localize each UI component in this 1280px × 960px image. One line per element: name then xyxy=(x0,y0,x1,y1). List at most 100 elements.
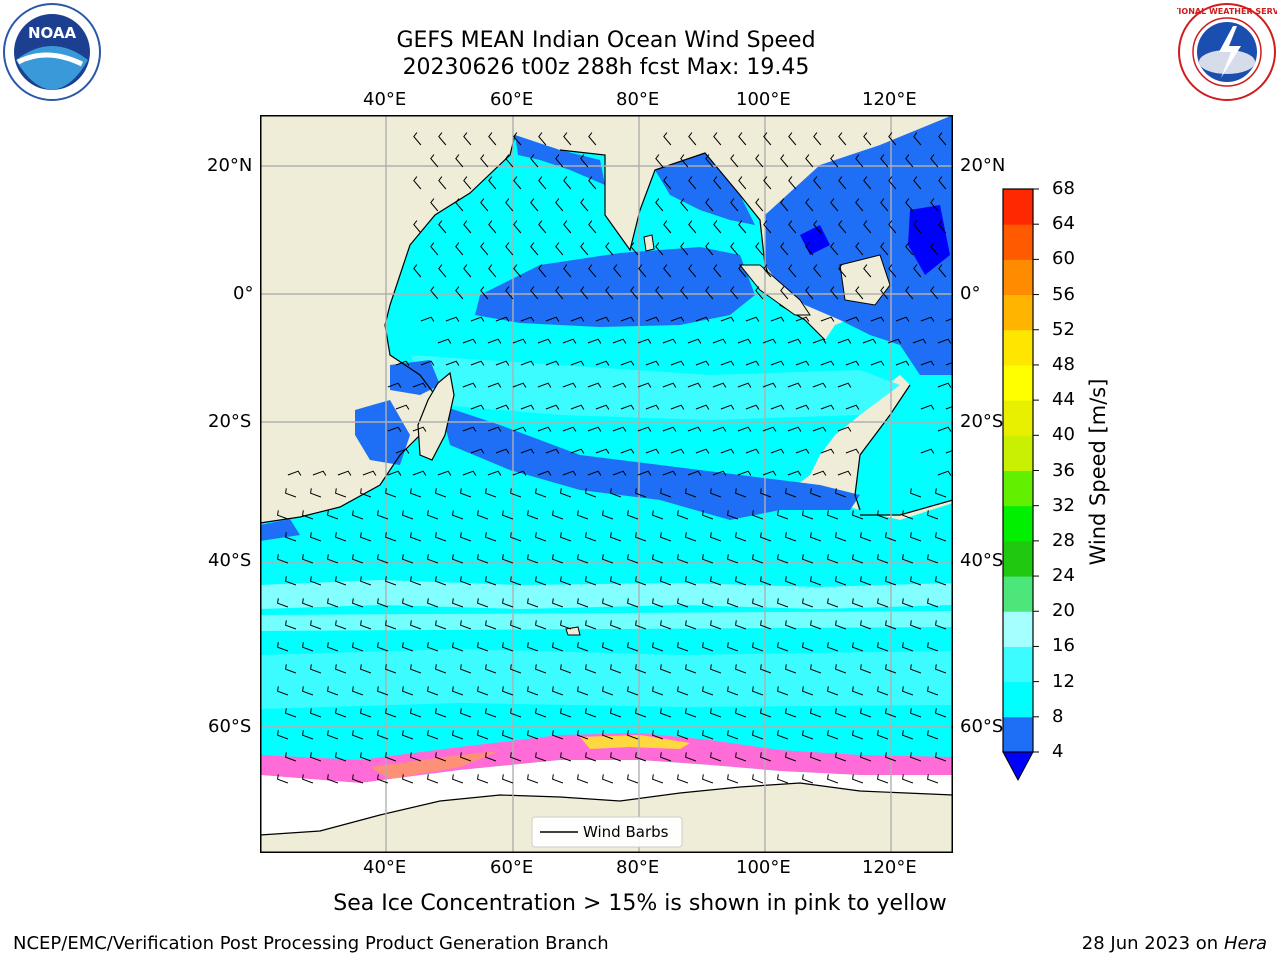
wind-barb xyxy=(477,598,489,608)
wind-barb xyxy=(377,554,389,564)
lon-label-top: 60°E xyxy=(490,89,534,110)
wind-barb xyxy=(452,730,464,740)
wind-barb xyxy=(602,510,614,520)
wind-barb xyxy=(880,198,889,212)
wind-barb xyxy=(877,554,889,564)
wind-barb xyxy=(285,532,297,542)
wind-barb xyxy=(802,510,814,520)
wind-barb xyxy=(402,774,414,784)
wind-barb xyxy=(555,286,564,300)
lat-label-right: 20°S xyxy=(960,411,1004,432)
wind-barb xyxy=(830,286,839,300)
wind-barb xyxy=(487,338,502,344)
colorbar-segment xyxy=(1003,540,1033,577)
wind-barb xyxy=(720,360,735,366)
wind-barb xyxy=(752,730,764,740)
wind-barb xyxy=(560,708,572,718)
wind-barb xyxy=(302,730,314,740)
wind-barb xyxy=(477,554,489,564)
wind-barb xyxy=(777,598,789,608)
wind-barb xyxy=(577,730,589,740)
wind-barb xyxy=(613,264,622,278)
wind-barb xyxy=(727,510,739,520)
wind-barb xyxy=(938,220,947,234)
wind-barb xyxy=(877,510,889,520)
wind-barb xyxy=(677,510,689,520)
wind-barb xyxy=(652,730,664,740)
wind-barb xyxy=(538,132,547,146)
wind-barb xyxy=(627,774,639,784)
wind-barb xyxy=(780,286,789,300)
wind-barb xyxy=(277,642,289,652)
wind-barb xyxy=(645,448,660,454)
wind-barb xyxy=(838,264,847,278)
wind-barb xyxy=(813,176,822,190)
wind-barb xyxy=(830,154,839,168)
wind-barb xyxy=(735,708,747,718)
wind-barb xyxy=(302,642,314,652)
wind-barb xyxy=(710,620,722,630)
lon-label-bottom: 40°E xyxy=(363,857,407,878)
wind-barb xyxy=(677,730,689,740)
wind-barb xyxy=(520,404,535,410)
wind-barb xyxy=(810,664,822,674)
wind-barb xyxy=(777,554,789,564)
wind-barb xyxy=(488,220,497,234)
wind-barb xyxy=(562,426,577,432)
wind-barb xyxy=(837,338,852,344)
colorbar-segment xyxy=(1003,435,1033,471)
wind-barb xyxy=(413,264,422,278)
wind-barb xyxy=(335,752,347,762)
wind-barb xyxy=(812,382,827,388)
wind-band-4-8-madagascar xyxy=(390,360,440,395)
wind-barb xyxy=(585,664,597,674)
wind-barb xyxy=(455,242,464,256)
chart-subtitle: 20230626 t00z 288h fcst Max: 19.45 xyxy=(402,55,810,80)
wind-barb xyxy=(735,532,747,542)
wind-barb xyxy=(680,154,689,168)
wind-barb xyxy=(910,752,922,762)
wind-barb xyxy=(520,448,535,454)
wind-barb xyxy=(880,242,889,256)
wind-barb xyxy=(537,338,552,344)
wind-barb xyxy=(712,382,727,388)
wind-barb xyxy=(485,620,497,630)
wind-barb xyxy=(570,360,585,366)
wind-barb xyxy=(795,360,810,366)
wind-barb xyxy=(427,598,439,608)
wind-barb xyxy=(745,316,760,322)
wind-barb xyxy=(560,576,572,586)
wind-barb xyxy=(595,448,610,454)
nws-logo-text: NATIONAL WEATHER SERVICE xyxy=(1177,7,1277,16)
wind-barb xyxy=(877,598,889,608)
noaa-logo-text: NOAA xyxy=(28,24,77,42)
wind-band-16-20-south xyxy=(260,611,953,631)
wind-barb xyxy=(452,686,464,696)
wind-barb xyxy=(502,642,514,652)
wind-barb xyxy=(930,242,939,256)
wind-barb xyxy=(913,220,922,234)
wind-barb xyxy=(552,642,564,652)
colorbar-tick-label: 52 xyxy=(1052,318,1075,340)
wind-barb xyxy=(362,470,377,476)
wind-barb xyxy=(830,198,839,212)
wind-barb xyxy=(937,338,952,344)
wind-barb xyxy=(588,264,597,278)
wind-barb xyxy=(585,532,597,542)
wind-barb xyxy=(852,598,864,608)
wind-barb xyxy=(863,264,872,278)
wind-barb xyxy=(560,664,572,674)
wind-barb xyxy=(637,426,652,432)
wind-barb xyxy=(637,338,652,344)
wind-barb xyxy=(870,360,885,366)
wind-barb xyxy=(510,664,522,674)
wind-barb xyxy=(727,642,739,652)
wind-barb xyxy=(852,730,864,740)
wind-barb xyxy=(502,774,514,784)
wind-barb xyxy=(738,264,747,278)
wind-barb xyxy=(805,286,814,300)
wind-band-12-16 xyxy=(260,649,953,709)
wind-barb xyxy=(555,198,564,212)
wind-barb xyxy=(310,708,322,718)
wind-barb xyxy=(505,198,514,212)
